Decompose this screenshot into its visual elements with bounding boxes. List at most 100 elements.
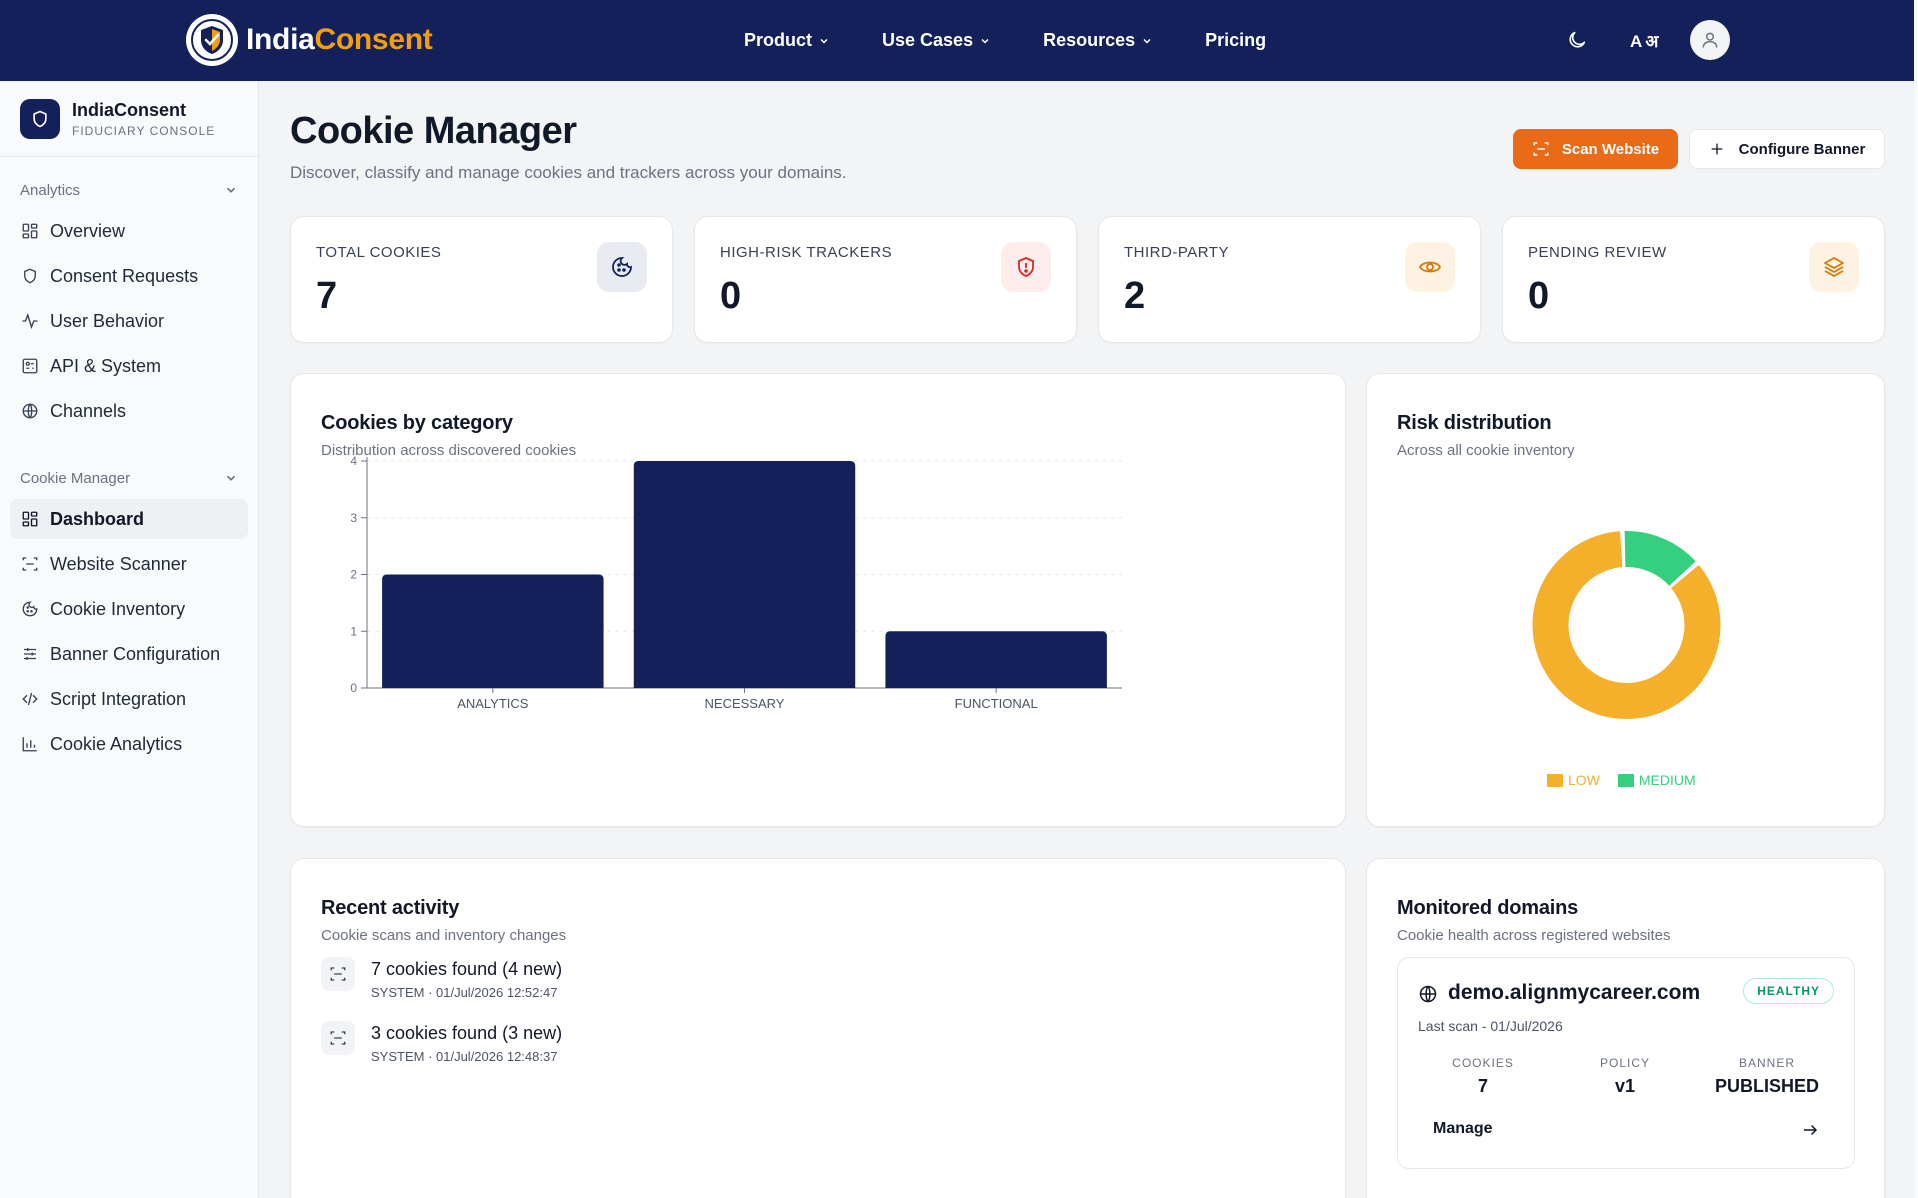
moon-icon[interactable] <box>1566 29 1588 51</box>
section-title: Analytics <box>20 181 81 199</box>
activity-text: 3 cookies found (3 new) <box>371 1023 563 1043</box>
slice-low[interactable] <box>1532 531 1721 719</box>
chevron-down-icon <box>1143 38 1151 44</box>
sidebar-item-label: User Behavior <box>50 310 165 331</box>
legend-label: LOW <box>1568 772 1600 788</box>
domain-name: demo.alignmycareer.com <box>1448 981 1701 1004</box>
sidebar-item-dashboard[interactable]: Dashboard <box>10 499 248 539</box>
page-scrollbar[interactable] <box>1914 0 1918 1198</box>
risk-distribution-card: Risk distribution Across all cookie inve… <box>1366 373 1885 827</box>
card-subtitle: Distribution across discovered cookies <box>321 442 577 459</box>
chevron-down-icon <box>820 38 828 44</box>
stat-value: PUBLISHED <box>1714 1076 1819 1096</box>
stat-value: 0 <box>720 275 742 317</box>
stat-card-high-risk: HIGH-RISK TRACKERS 0 <box>694 216 1077 343</box>
stat-label: PENDING REVIEW <box>1528 244 1667 261</box>
eye-icon <box>1405 242 1455 292</box>
chevron-down-icon <box>226 187 236 193</box>
configure-banner-label: Configure Banner <box>1738 140 1866 158</box>
brand[interactable]: IndiaConsent <box>186 14 433 66</box>
sidebar-item-label: Consent Requests <box>50 265 199 286</box>
layers-icon <box>1809 242 1859 292</box>
nav-product[interactable]: Product <box>744 30 830 51</box>
scan-icon <box>1533 142 1549 156</box>
scan-icon <box>321 1021 355 1055</box>
stat-card-total-cookies: TOTAL COOKIES 7 <box>290 216 673 343</box>
stat-card-third-party: THIRD-PARTY 2 <box>1098 216 1481 343</box>
y-tick-label: 0 <box>350 681 357 695</box>
configure-banner-button[interactable]: Configure Banner <box>1689 129 1885 169</box>
nav-use-cases[interactable]: Use Cases <box>882 30 991 51</box>
arrow-right-icon[interactable] <box>1801 1121 1819 1139</box>
sidebar-item-overview[interactable]: Overview <box>10 211 248 251</box>
sidebar-item-channels[interactable]: Channels <box>10 391 248 431</box>
sidebar-item-banner-configuration[interactable]: Banner Configuration <box>10 634 248 674</box>
scan-icon <box>20 554 40 574</box>
chevron-down-icon <box>226 475 236 481</box>
activity-meta: SYSTEM · 01/Jul/2026 12:48:37 <box>371 1049 558 1064</box>
legend-item-low[interactable]: LOW <box>1547 772 1600 788</box>
card-title: Recent activity <box>321 897 460 919</box>
status-badge: HEALTHY <box>1743 978 1834 1004</box>
legend-label: MEDIUM <box>1638 772 1696 788</box>
scan-website-button[interactable]: Scan Website <box>1513 129 1678 169</box>
grid-icon <box>20 221 40 241</box>
x-tick-label: NECESSARY <box>705 696 785 711</box>
bar-analytics[interactable] <box>382 574 604 689</box>
y-tick-label: 4 <box>350 454 357 468</box>
cookies-by-category-chart: 0 1 2 3 4 ANALYTICS NECESSARY FUNCTIONAL <box>350 454 1122 711</box>
main-menu: Product Use Cases Resources Pricing <box>744 0 1318 81</box>
x-tick-label: ANALYTICS <box>457 696 529 711</box>
manage-domain-link[interactable]: Manage <box>1433 1120 1493 1137</box>
activity-meta: SYSTEM · 01/Jul/2026 12:52:47 <box>371 985 558 1000</box>
nav-resources[interactable]: Resources <box>1043 30 1153 51</box>
sidebar-section-analytics[interactable]: Analytics <box>0 178 258 202</box>
brand-name-part1: India <box>246 23 315 56</box>
y-tick-label: 3 <box>350 511 357 525</box>
sidebar-item-cookie-analytics[interactable]: Cookie Analytics <box>10 724 248 764</box>
bar-necessary[interactable] <box>633 461 856 688</box>
sidebar-section-cookie-manager[interactable]: Cookie Manager <box>0 466 258 490</box>
nav-pricing-label: Pricing <box>1205 30 1267 50</box>
chart-legend: LOW MEDIUM <box>1547 772 1696 788</box>
shield-icon <box>20 266 40 286</box>
sidebar-item-label: Overview <box>50 220 126 241</box>
legend-swatch <box>1547 773 1563 787</box>
sidebar-item-cookie-inventory[interactable]: Cookie Inventory <box>10 589 248 629</box>
shield-icon <box>20 98 60 139</box>
api-icon <box>20 356 40 376</box>
sidebar-item-label: API & System <box>50 355 162 376</box>
activity-icon <box>20 311 40 331</box>
y-tick-label: 2 <box>350 568 357 582</box>
slice-medium[interactable] <box>1624 531 1696 586</box>
bar-functional[interactable] <box>885 631 1107 688</box>
grid-icon <box>20 509 40 529</box>
sidebar-header: IndiaConsent FIDUCIARY CONSOLE <box>0 81 258 157</box>
sidebar-item-website-scanner[interactable]: Website Scanner <box>10 544 248 584</box>
stat-label: POLICY <box>1599 1056 1650 1070</box>
sidebar-item-script-integration[interactable]: Script Integration <box>10 679 248 719</box>
org-subtitle: FIDUCIARY CONSOLE <box>72 123 216 138</box>
user-avatar-button[interactable] <box>1689 20 1730 60</box>
card-subtitle: Across all cookie inventory <box>1397 442 1575 459</box>
sidebar-item-label: Channels <box>50 400 127 421</box>
stat-value: 2 <box>1124 275 1146 317</box>
card-title: Monitored domains <box>1397 897 1579 919</box>
activity-item: 3 cookies found (3 new) SYSTEM · 01/Jul/… <box>321 1021 562 1064</box>
legend-item-medium[interactable]: MEDIUM <box>1617 772 1696 788</box>
sidebar-item-label: Banner Configuration <box>50 643 221 664</box>
sidebar-item-label: Cookie Inventory <box>50 598 186 619</box>
sidebar-item-api-system[interactable]: API & System <box>10 346 248 386</box>
sidebar-item-consent-requests[interactable]: Consent Requests <box>10 256 248 296</box>
brand-logo-icon <box>186 14 238 66</box>
stat-label: COOKIES <box>1452 1056 1514 1070</box>
nav-pricing[interactable]: Pricing <box>1205 30 1266 51</box>
sidebar-item-user-behavior[interactable]: User Behavior <box>10 301 248 341</box>
stat-value: 0 <box>1528 275 1550 317</box>
recent-activity-card: Recent activity Cookie scans and invento… <box>290 858 1346 1198</box>
language-toggle[interactable]: A अ <box>1630 31 1658 51</box>
nav-product-label: Product <box>744 30 813 50</box>
activity-text: 7 cookies found (4 new) <box>371 959 563 979</box>
nav-tools: A अ <box>1566 20 1730 60</box>
stat-card-pending-review: PENDING REVIEW 0 <box>1502 216 1885 343</box>
